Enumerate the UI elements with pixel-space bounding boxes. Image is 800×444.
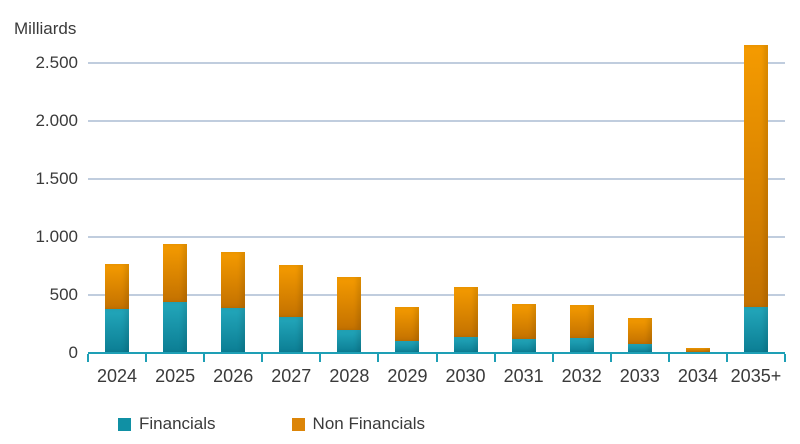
x-tick-label-2025: 2025 [155, 366, 196, 386]
bar-2025 [163, 243, 188, 353]
bar-2026 [221, 251, 246, 353]
bar-segment-financials-2028 [337, 329, 362, 353]
x-tick-label-2032: 2032 [561, 366, 602, 386]
x-axis-tick [87, 354, 89, 362]
bar-segment-non-financials-2030 [453, 286, 478, 337]
bar-2031 [511, 304, 536, 353]
bar-segment-financials-2027 [279, 316, 304, 353]
x-axis-tick [610, 354, 612, 362]
x-tick-label-2024: 2024 [97, 366, 138, 386]
legend-item-non-financials: Non Financials [291, 414, 425, 434]
bar-segment-financials-2026 [221, 307, 246, 353]
x-tick-label-2029: 2029 [387, 366, 428, 386]
y-tick-label-500: 500 [49, 284, 78, 304]
legend-label-non-financials: Non Financials [312, 414, 425, 433]
y-axis-unit-label: Milliards [14, 19, 77, 38]
x-tick-label-2031: 2031 [503, 366, 544, 386]
bar-2033 [627, 318, 652, 353]
gridline-1000 [88, 235, 785, 238]
gridline-1500 [88, 177, 785, 180]
x-axis-tick [319, 354, 321, 362]
financials-swatch-icon [118, 417, 131, 431]
bar-2027 [279, 264, 304, 353]
x-axis-tick [494, 354, 496, 362]
non-financials-swatch-icon [291, 417, 305, 431]
x-axis-tick [436, 354, 438, 362]
bar-segment-non-financials-2035+ [743, 45, 768, 307]
x-axis-tick [784, 354, 786, 362]
x-tick-label-2026: 2026 [213, 366, 254, 386]
x-axis-tick [552, 354, 554, 362]
bar-segment-financials-2031 [511, 339, 536, 353]
bar-segment-non-financials-2027 [279, 264, 304, 317]
x-tick-label-2033: 2033 [619, 366, 660, 386]
bar-segment-financials-2030 [453, 336, 478, 353]
bar-segment-financials-2035+ [743, 306, 768, 353]
bar-segment-non-financials-2028 [337, 277, 362, 330]
bar-segment-non-financials-2024 [105, 263, 130, 309]
bar-2028 [337, 277, 362, 353]
x-tick-label-2027: 2027 [271, 366, 312, 386]
y-tick-label-0: 0 [68, 343, 78, 362]
legend: Financials Non Financials [118, 414, 501, 434]
bar-segment-financials-2025 [163, 301, 188, 353]
legend-label-financials: Financials [139, 414, 216, 433]
bar-2029 [395, 306, 420, 353]
y-tick-label-2500: 2.500 [35, 52, 78, 72]
bar-2035+ [743, 45, 768, 353]
y-tick-label-1000: 1.000 [35, 226, 78, 246]
bar-segment-financials-2032 [569, 337, 594, 353]
bar-2032 [569, 305, 594, 353]
legend-item-financials: Financials [118, 414, 216, 434]
x-axis-tick [668, 354, 670, 362]
gridline-2500 [88, 61, 785, 64]
plot-area [87, 40, 786, 362]
gridline-500 [88, 293, 785, 296]
bar-segment-financials-2033 [627, 343, 652, 353]
x-axis-tick [203, 354, 205, 362]
bar-segment-non-financials-2031 [511, 304, 536, 340]
bar-2030 [453, 286, 478, 353]
x-tick-label-2034: 2034 [677, 366, 718, 386]
x-tick-label-2028: 2028 [329, 366, 370, 386]
bar-segment-non-financials-2032 [569, 305, 594, 338]
bar-2024 [105, 263, 130, 353]
bar-segment-non-financials-2034 [685, 348, 710, 352]
bar-segment-non-financials-2033 [627, 318, 652, 344]
bar-segment-financials-2024 [105, 308, 130, 353]
bar-segment-non-financials-2029 [395, 306, 420, 342]
gridline-2000 [88, 119, 785, 122]
x-axis-tick [145, 354, 147, 362]
y-tick-label-1500: 1.500 [35, 168, 78, 188]
bar-segment-financials-2029 [395, 341, 420, 353]
bar-segment-non-financials-2025 [163, 243, 188, 302]
x-tick-label-2030: 2030 [445, 366, 486, 386]
x-axis-line [88, 352, 785, 354]
x-axis-tick [377, 354, 379, 362]
y-tick-label-2000: 2.000 [35, 110, 78, 130]
x-axis-tick [726, 354, 728, 362]
x-tick-label-2035+: 2035+ [730, 366, 782, 386]
x-axis-tick [261, 354, 263, 362]
bar-segment-non-financials-2026 [221, 251, 246, 308]
